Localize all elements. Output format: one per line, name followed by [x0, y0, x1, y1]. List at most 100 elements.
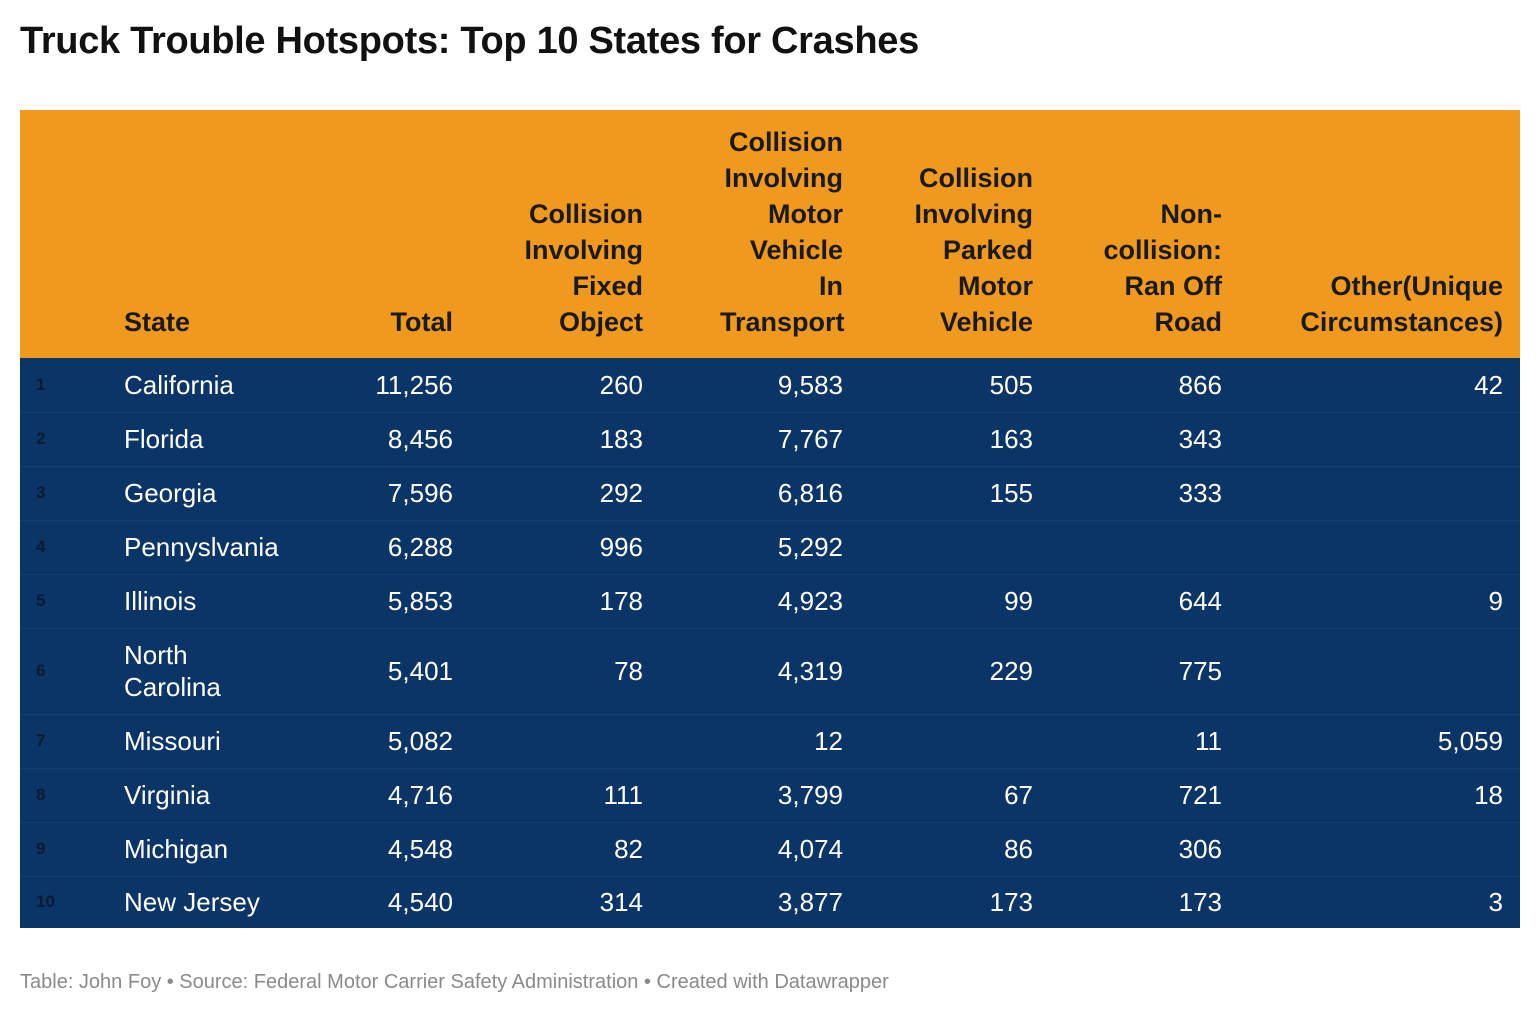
- cell-fixed-object: 78: [614, 656, 643, 686]
- table-footer: Table: John Foy • Source: Federal Motor …: [20, 971, 889, 993]
- cell-state: Virginia: [124, 780, 211, 810]
- cell-fixed-object: 314: [599, 887, 643, 918]
- table-row: 10 New Jersey 4,540 314 3,877 173 173 3: [20, 876, 1520, 928]
- cell-parked-motor-vehicle: 86: [1004, 834, 1033, 864]
- cell-parked-motor-vehicle: 229: [989, 656, 1033, 686]
- table-header-row: State Total Collision Involving Fixed Ob…: [20, 110, 1520, 358]
- table-body: 1 California 11,256 260 9,583 505 866 42 2 Florid…: [20, 358, 1520, 928]
- cell-ran-off-road: 775: [1178, 656, 1222, 686]
- cell-motor-vehicle-transport: 9,583: [777, 369, 843, 400]
- cell-ran-off-road: 11: [1195, 726, 1222, 756]
- cell-motor-vehicle-transport: 4,319: [777, 656, 843, 686]
- cell-rank: 1: [36, 374, 46, 394]
- cell-rank: 9: [36, 839, 46, 858]
- cell-other: [1239, 412, 1520, 466]
- cell-fixed-object: 183: [599, 424, 643, 454]
- cell-rank: 6: [36, 661, 46, 680]
- cell-state: Pennyslvania: [124, 532, 279, 562]
- cell-parked-motor-vehicle: 155: [989, 478, 1033, 508]
- table-row: 6 North Carolina 5,401 78 4,319 229 775: [20, 628, 1520, 714]
- cell-fixed-object: 260: [599, 369, 643, 400]
- cell-parked-motor-vehicle: [860, 714, 1050, 768]
- cell-state: Florida: [124, 424, 204, 454]
- cell-ran-off-road: 866: [1178, 369, 1222, 400]
- chart-title: Truck Trouble Hotspots: Top 10 States fo…: [20, 20, 919, 62]
- header-total[interactable]: Total: [390, 307, 454, 337]
- cell-rank: 10: [36, 892, 55, 912]
- cell-ran-off-road: 343: [1178, 424, 1222, 454]
- header-motor-vehicle-transport[interactable]: Collision Involving Motor Vehicle In Tra…: [720, 127, 845, 337]
- cell-total: 4,540: [387, 887, 453, 918]
- cell-rank: 4: [36, 537, 46, 556]
- cell-motor-vehicle-transport: 5,292: [777, 532, 843, 562]
- header-parked-motor-vehicle[interactable]: Collision Involving Parked Motor Vehicle: [914, 163, 1033, 337]
- header-other[interactable]: Other(Unique Circumstances): [1300, 271, 1503, 337]
- cell-rank: 2: [36, 429, 46, 448]
- table-row: 9 Michigan 4,548 82 4,074 86 306: [20, 822, 1520, 876]
- cell-ran-off-road: 721: [1178, 780, 1222, 810]
- cell-rank: 5: [36, 591, 46, 610]
- cell-other: 5,059: [1437, 726, 1503, 756]
- cell-rank: 3: [36, 483, 46, 502]
- cell-fixed-object: [470, 714, 660, 768]
- cell-other: [1239, 822, 1520, 876]
- cell-total: 5,401: [387, 656, 453, 686]
- cell-rank: 7: [36, 731, 46, 750]
- cell-ran-off-road: 644: [1178, 586, 1222, 616]
- cell-motor-vehicle-transport: 3,877: [777, 887, 843, 918]
- header-fixed-object[interactable]: Collision Involving Fixed Object: [524, 199, 643, 337]
- cell-parked-motor-vehicle: 99: [1004, 586, 1033, 616]
- cell-parked-motor-vehicle: 67: [1004, 780, 1033, 810]
- cell-parked-motor-vehicle: 173: [989, 887, 1033, 918]
- cell-fixed-object: 996: [599, 532, 643, 562]
- cell-other: 3: [1488, 887, 1503, 918]
- cell-other: [1239, 466, 1520, 520]
- cell-ran-off-road: 333: [1178, 478, 1222, 508]
- cell-motor-vehicle-transport: 7,767: [777, 424, 843, 454]
- data-table-container: State Total Collision Involving Fixed Ob…: [20, 110, 1520, 928]
- table-row: 3 Georgia 7,596 292 6,816 155 333: [20, 466, 1520, 520]
- cell-rank: 8: [36, 785, 46, 804]
- cell-other: 18: [1474, 780, 1503, 810]
- cell-parked-motor-vehicle: 505: [989, 369, 1033, 400]
- table-row: 7 Missouri 5,082 12 11 5,059: [20, 714, 1520, 768]
- header-state[interactable]: State: [124, 307, 191, 337]
- data-table: State Total Collision Involving Fixed Ob…: [20, 110, 1520, 928]
- cell-parked-motor-vehicle: 163: [989, 424, 1033, 454]
- cell-motor-vehicle-transport: 4,074: [777, 834, 843, 864]
- cell-other: [1239, 520, 1520, 574]
- cell-total: 5,853: [387, 586, 453, 616]
- header-rank: [20, 110, 124, 358]
- cell-fixed-object: 111: [603, 780, 643, 810]
- cell-ran-off-road: 173: [1178, 887, 1222, 918]
- cell-motor-vehicle-transport: 4,923: [777, 586, 843, 616]
- cell-parked-motor-vehicle: [860, 520, 1050, 574]
- cell-motor-vehicle-transport: 3,799: [777, 780, 843, 810]
- cell-total: 11,256: [375, 369, 453, 400]
- cell-state: Michigan: [124, 834, 229, 864]
- cell-fixed-object: 82: [614, 834, 643, 864]
- cell-total: 6,288: [387, 532, 453, 562]
- header-ran-off-road[interactable]: Non-collision: Ran Off Road: [1103, 199, 1222, 337]
- cell-state: Illinois: [124, 586, 197, 616]
- cell-total: 8,456: [387, 424, 453, 454]
- cell-other: 9: [1488, 586, 1503, 616]
- cell-state: New Jersey: [124, 887, 260, 918]
- cell-state: Georgia: [124, 478, 217, 508]
- cell-total: 5,082: [387, 726, 453, 756]
- cell-fixed-object: 292: [599, 478, 643, 508]
- cell-other: 42: [1474, 369, 1503, 400]
- cell-ran-off-road: [1050, 520, 1239, 574]
- table-row: 4 Pennyslvania 6,288 996 5,292: [20, 520, 1520, 574]
- cell-fixed-object: 178: [599, 586, 643, 616]
- cell-motor-vehicle-transport: 6,816: [777, 478, 843, 508]
- cell-total: 4,716: [387, 780, 453, 810]
- cell-other: [1239, 628, 1520, 714]
- cell-state: North Carolina: [124, 640, 221, 702]
- table-row: 8 Virginia 4,716 111 3,799 67 721 18: [20, 768, 1520, 822]
- table-row: 1 California 11,256 260 9,583 505 866 42: [20, 358, 1520, 412]
- table-row: 2 Florida 8,456 183 7,767 163 343: [20, 412, 1520, 466]
- cell-total: 4,548: [387, 834, 453, 864]
- cell-total: 7,596: [387, 478, 453, 508]
- cell-motor-vehicle-transport: 12: [814, 726, 843, 756]
